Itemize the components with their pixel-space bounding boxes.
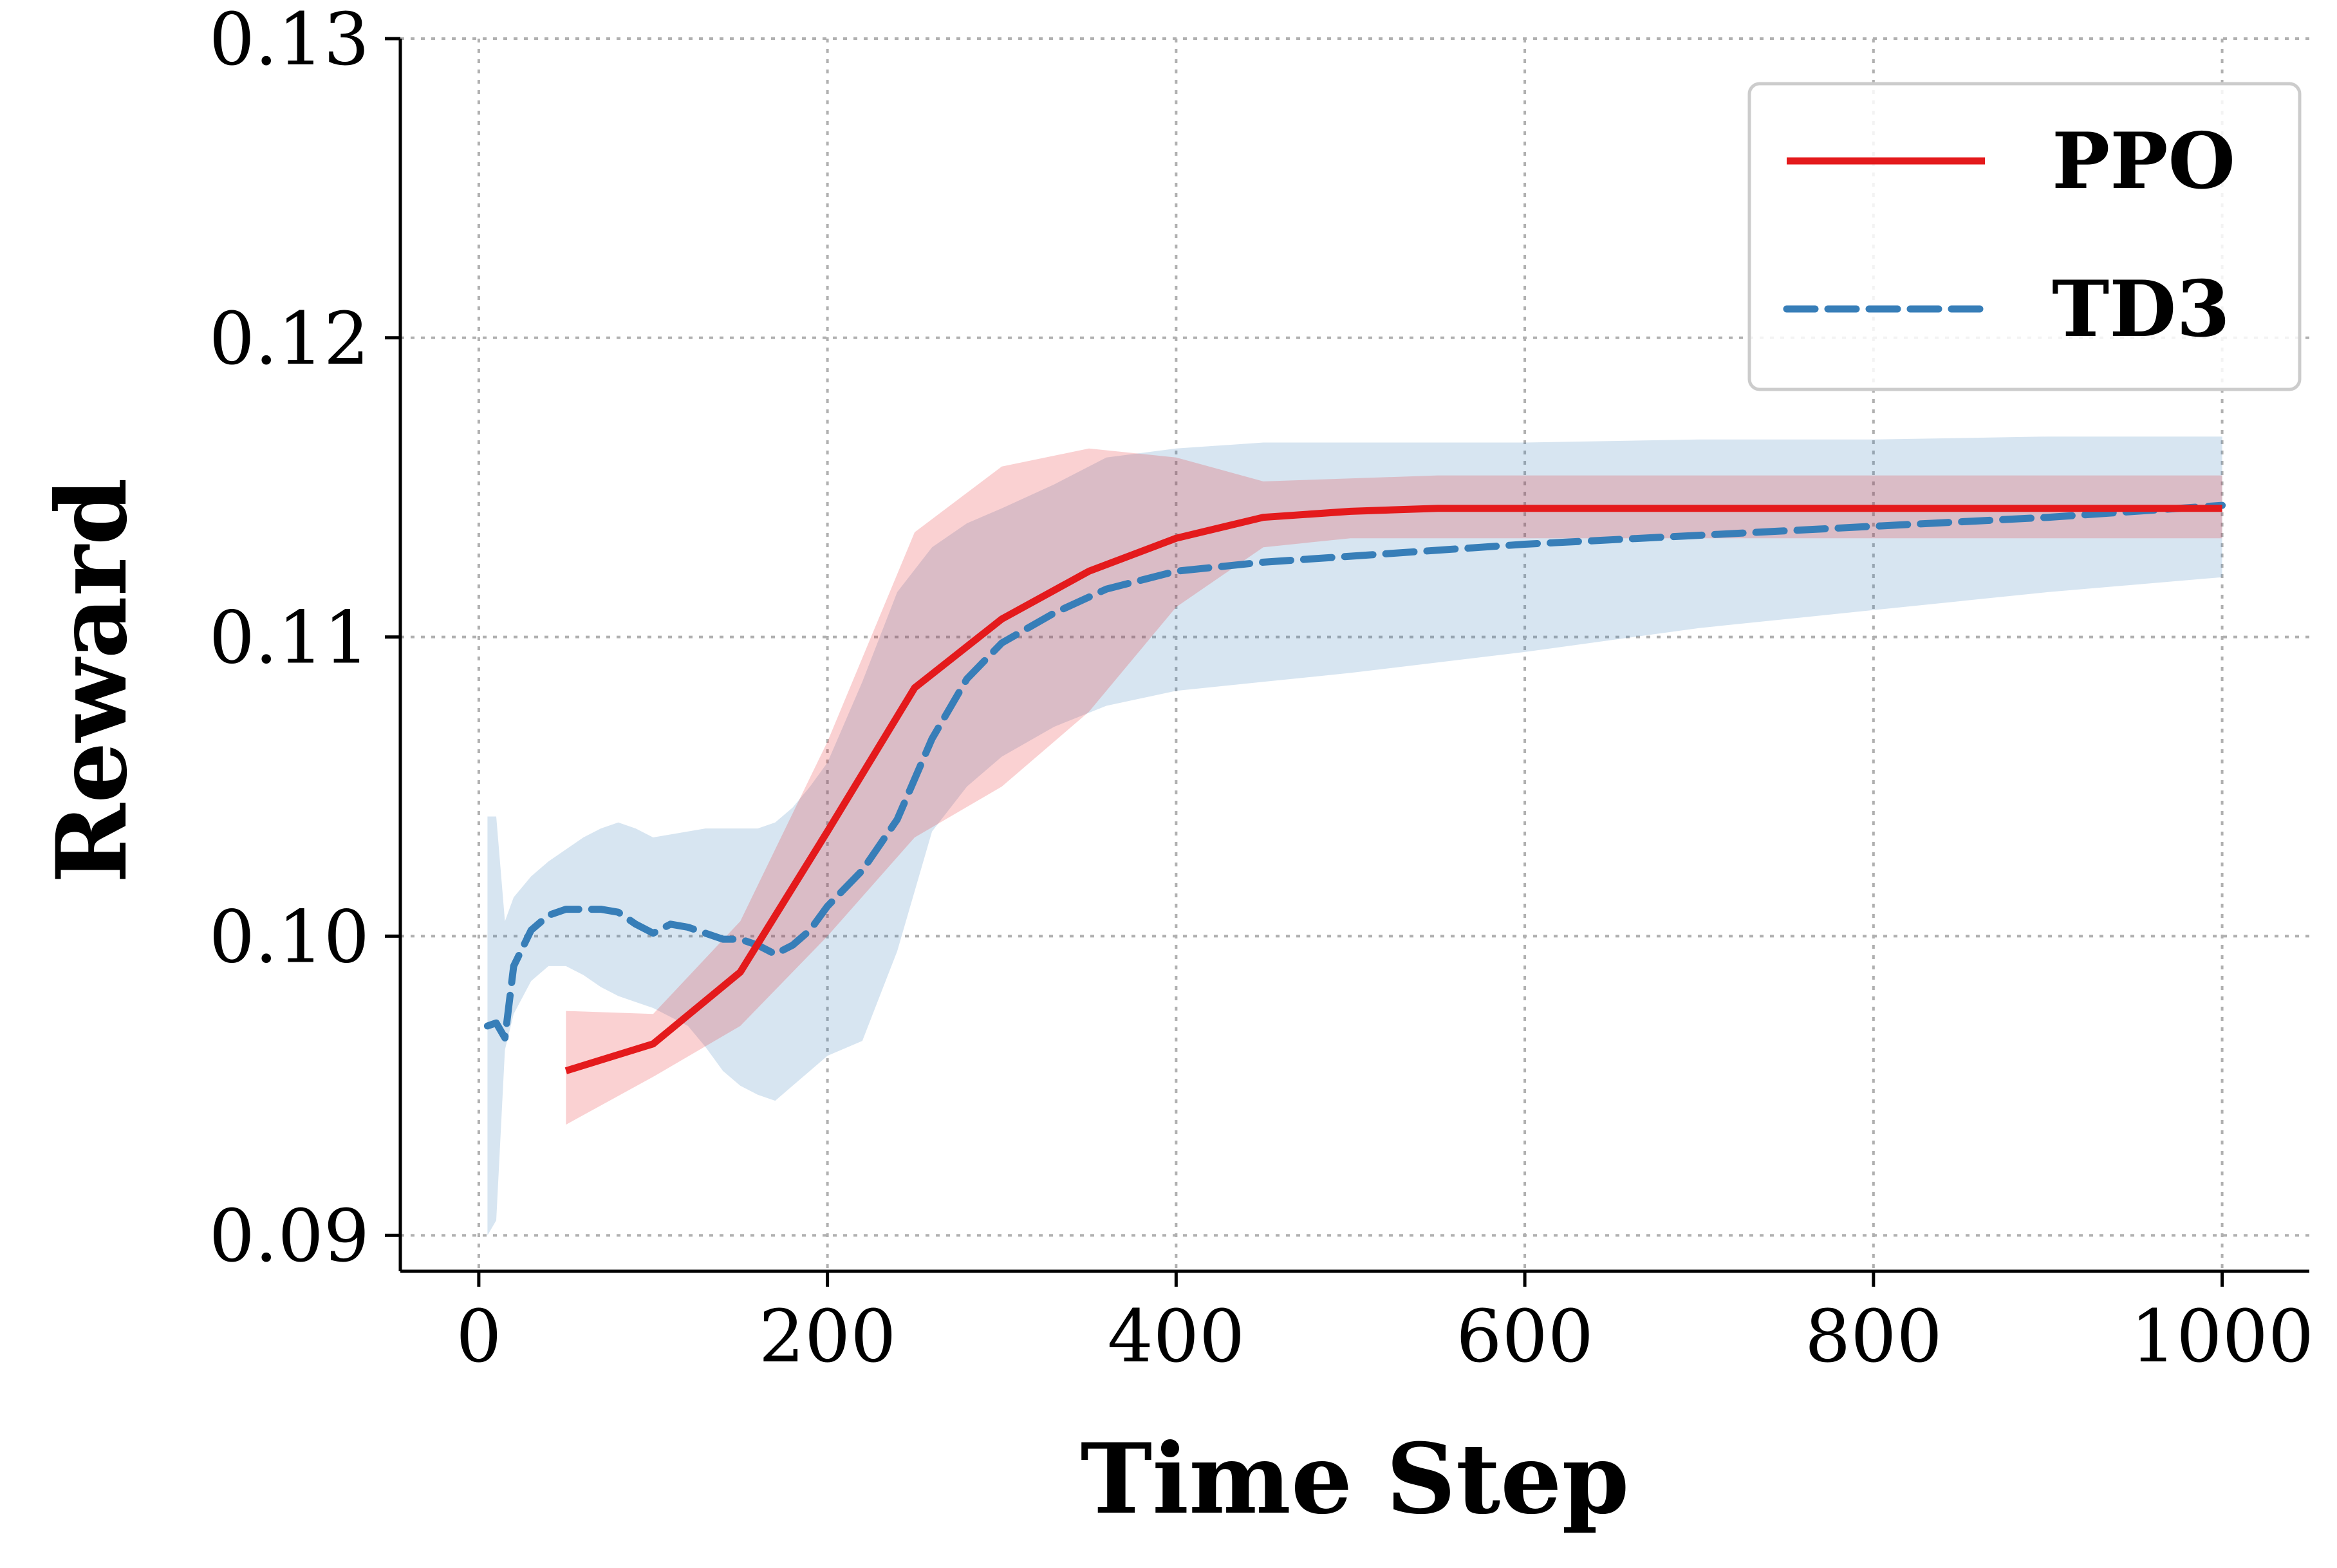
x-tick-label: 400 [1107, 1295, 1245, 1379]
series-lines [483, 501, 2226, 1074]
td3-legend-label: TD3 [2052, 264, 2230, 355]
y-tick-label: 0.10 [209, 895, 369, 979]
y-tick-label: 0.09 [209, 1195, 369, 1278]
y-tick-label: 0.11 [209, 597, 369, 680]
x-tick-label: 1000 [2130, 1295, 2314, 1379]
tick-labels: 0 200 400 600 800 1000 0.09 0.10 0.11 0.12 0.13 [209, 0, 2314, 1379]
td3-line [483, 501, 2226, 1041]
x-tick-label: 200 [759, 1295, 897, 1379]
confidence-bands [487, 436, 2222, 1236]
x-axis-title: Time Step [1081, 1423, 1630, 1536]
ppo-band [566, 448, 2222, 1125]
td3-band [487, 436, 2222, 1236]
ppo-line [564, 505, 2222, 1074]
x-tick-label: 800 [1805, 1295, 1942, 1379]
ppo-legend-label: PPO [2052, 116, 2235, 207]
legend: PPO TD3 [1747, 82, 2302, 391]
x-tick-label: 0 [456, 1295, 501, 1379]
x-tick-label: 600 [1456, 1295, 1594, 1379]
y-tick-label: 0.12 [209, 297, 369, 381]
y-tick-label: 0.13 [209, 0, 369, 82]
y-axis-title: Reward [35, 478, 149, 883]
axes [385, 37, 2309, 1287]
